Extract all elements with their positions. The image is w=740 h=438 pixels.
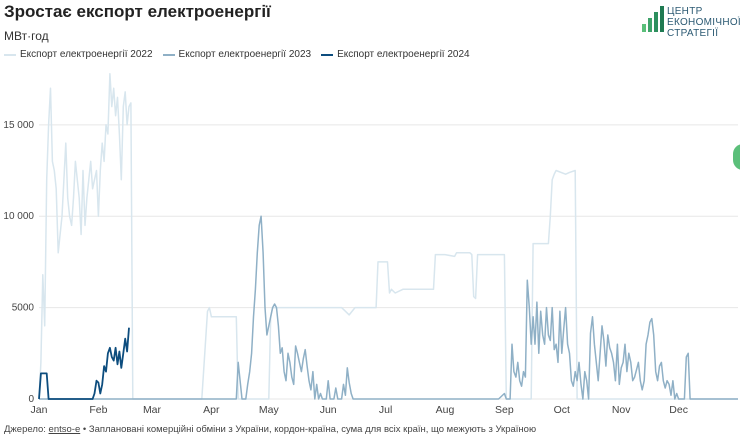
grid (39, 124, 738, 400)
x-tick-label: Apr (203, 404, 220, 416)
logo-line-1: ЦЕНТР (667, 6, 703, 17)
side-tab[interactable] (733, 144, 740, 170)
x-tick-label: Oct (554, 404, 570, 416)
footer-note: • Заплановані комерційні обміни з Україн… (82, 424, 537, 435)
logo-bars-icon (642, 6, 664, 32)
y-tick-label: 5000 (12, 303, 35, 314)
legend-label-2024: Експорт електроенергії 2024 (337, 49, 470, 60)
x-axis-labels: Jan Feb Mar Apr May Jun Jul Aug Sep Oct Nov Dec (31, 404, 688, 416)
x-tick-label: Mar (143, 404, 162, 416)
chart-title: Зростає експорт електроенергії (4, 2, 271, 21)
logo-line-3: СТРАТЕГІЇ (667, 28, 719, 39)
x-tick-label: Sep (495, 404, 514, 416)
x-tick-label: Dec (669, 404, 688, 416)
x-tick-label: Jun (320, 404, 337, 416)
footer: Джерело: entso-e • Заплановані комерційн… (4, 424, 536, 435)
series-lines (38, 72, 738, 400)
logo: ЦЕНТР ЕКОНОМІЧНОЇ СТРАТЕГІЇ (641, 4, 740, 39)
y-tick-label: 10 000 (3, 211, 34, 222)
legend-label-2022: Експорт електроенергії 2022 (20, 49, 153, 60)
legend-label-2023: Експорт електроенергії 2023 (178, 49, 312, 60)
line-chart: 0 5000 10 000 15 000 Jan Feb Mar Apr May Jun Jul A… (3, 72, 738, 416)
x-tick-label: Feb (89, 404, 107, 416)
y-tick-label: 15 000 (3, 120, 34, 131)
legend-swatch-2022 (4, 53, 16, 56)
series-line-2022[interactable] (38, 72, 738, 400)
x-tick-label: Aug (436, 404, 455, 416)
legend-swatch-2023 (162, 53, 175, 56)
legend-item-2023[interactable]: Експорт електроенергії 2023 (162, 49, 312, 60)
source-link[interactable]: entso-e (48, 424, 81, 435)
x-tick-label: Jul (379, 404, 392, 416)
x-tick-label: May (259, 404, 280, 416)
y-axis-labels: 0 5000 10 000 15 000 (3, 120, 34, 405)
x-tick-label: Jan (31, 404, 48, 416)
chart-subtitle: МВт·год (4, 29, 49, 43)
x-tick-label: Nov (612, 404, 631, 416)
legend-item-2022[interactable]: Експорт електроенергії 2022 (4, 49, 153, 60)
series-line-2024[interactable] (38, 327, 130, 400)
legend-item-2024[interactable]: Експорт електроенергії 2024 (321, 49, 470, 60)
y-tick-label: 0 (28, 394, 34, 405)
footer-prefix: Джерело: (4, 424, 46, 435)
logo-line-2: ЕКОНОМІЧНОЇ (667, 17, 740, 28)
legend-swatch-2024 (321, 53, 334, 56)
legend: Експорт електроенергії 2022 Експорт елек… (4, 49, 470, 60)
series-line-2023[interactable] (39, 215, 738, 400)
